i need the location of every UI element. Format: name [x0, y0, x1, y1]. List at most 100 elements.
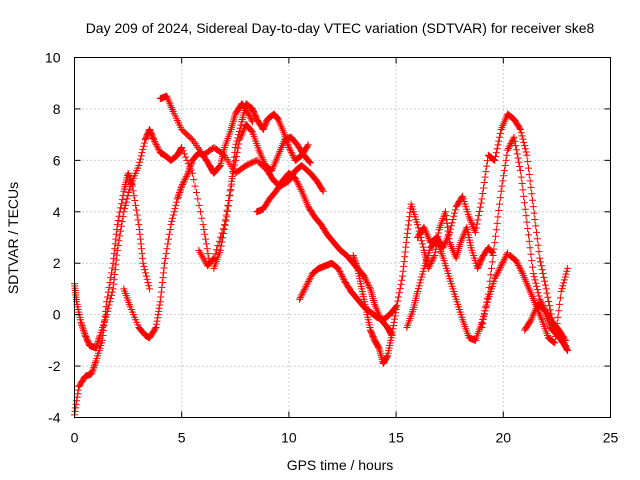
- data-point: [219, 234, 227, 242]
- data-point: [374, 343, 382, 351]
- data-point: [297, 292, 305, 300]
- data-point: [112, 235, 120, 243]
- data-point: [297, 186, 305, 194]
- data-point: [184, 169, 192, 177]
- data-point: [292, 176, 300, 184]
- data-point: [512, 146, 520, 154]
- data-point: [135, 225, 143, 233]
- data-point: [303, 142, 311, 150]
- data-point: [113, 221, 121, 229]
- data-point: [366, 283, 374, 291]
- data-point: [339, 274, 347, 282]
- x-tick-label: 0: [71, 430, 79, 446]
- data-point: [71, 407, 79, 415]
- data-point: [489, 252, 497, 259]
- data-point: [496, 129, 504, 137]
- data-point: [527, 250, 535, 258]
- data-point: [122, 198, 130, 206]
- data-point: [74, 386, 82, 394]
- data-point: [178, 182, 186, 190]
- data-point: [169, 214, 177, 222]
- data-point: [415, 282, 423, 290]
- data-point: [395, 289, 403, 297]
- data-point: [79, 323, 87, 331]
- data-point: [493, 145, 501, 153]
- data-point: [392, 309, 400, 317]
- data-point: [520, 192, 528, 200]
- data-point: [119, 213, 127, 221]
- data-point: [479, 189, 487, 197]
- data-point: [534, 289, 542, 297]
- data-point: [138, 250, 146, 258]
- data-point: [220, 230, 228, 238]
- data-point: [527, 183, 535, 191]
- data-point: [158, 283, 166, 291]
- y-tick-label: -2: [48, 358, 61, 374]
- data-point: [480, 311, 488, 319]
- data-point: [402, 238, 410, 246]
- data-point: [215, 162, 223, 170]
- data-point: [166, 225, 174, 233]
- data-point: [303, 281, 311, 289]
- data-point: [293, 178, 301, 186]
- data-point: [392, 306, 400, 313]
- data-point: [517, 173, 525, 181]
- data-point: [182, 174, 190, 182]
- data-point: [248, 127, 256, 135]
- data-point: [500, 257, 508, 265]
- data-point: [529, 263, 537, 271]
- data-point: [389, 322, 397, 330]
- data-point: [334, 264, 342, 272]
- data-point: [394, 297, 402, 305]
- data-point: [537, 262, 545, 270]
- data-point: [179, 180, 187, 188]
- data-point: [115, 237, 123, 245]
- data-point: [228, 180, 236, 188]
- data-point: [90, 362, 98, 370]
- data-point: [361, 274, 369, 282]
- data-point: [520, 199, 528, 207]
- data-point: [210, 254, 218, 262]
- data-point: [190, 176, 198, 184]
- y-tick-label: 6: [53, 152, 61, 168]
- data-point: [492, 273, 500, 281]
- data-point: [401, 253, 409, 261]
- data-point: [514, 260, 522, 268]
- data-point: [560, 276, 568, 284]
- data-point: [124, 192, 132, 200]
- data-point: [518, 180, 526, 187]
- data-point: [499, 259, 507, 267]
- data-point: [496, 263, 504, 271]
- data-point: [245, 111, 253, 119]
- data-point: [220, 225, 228, 233]
- data-point: [72, 404, 80, 412]
- data-point: [563, 267, 571, 275]
- data-point: [363, 279, 371, 286]
- data-point: [142, 269, 150, 277]
- data-point: [416, 279, 424, 287]
- data-point: [353, 263, 361, 271]
- data-point: [176, 187, 184, 195]
- data-point: [434, 229, 442, 237]
- data-point: [481, 173, 489, 181]
- data-point: [177, 185, 185, 193]
- data-point: [286, 145, 294, 153]
- data-point: [80, 328, 88, 336]
- data-point: [472, 224, 480, 232]
- data-point: [114, 216, 122, 224]
- data-point: [288, 150, 296, 158]
- x-tick-label: 25: [603, 430, 619, 446]
- data-point: [224, 201, 232, 209]
- data-point: [182, 153, 190, 161]
- data-point: [247, 115, 255, 123]
- data-point: [365, 282, 373, 290]
- data-point: [483, 298, 491, 306]
- data-point: [91, 360, 99, 368]
- data-point: [167, 221, 175, 229]
- data-point: [515, 158, 523, 166]
- data-point: [539, 270, 547, 277]
- data-point: [287, 148, 295, 156]
- data-point: [475, 212, 483, 220]
- data-point: [500, 167, 508, 175]
